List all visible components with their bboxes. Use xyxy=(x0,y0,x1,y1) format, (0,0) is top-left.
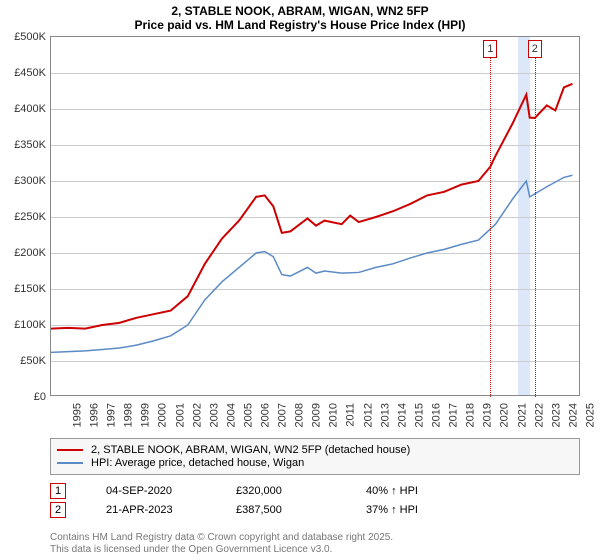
x-axis-label: 2024 xyxy=(567,403,579,427)
data-row-2: 2 21-APR-2023£387,50037% ↑ HPI xyxy=(50,502,580,518)
data-row-1: 1 04-SEP-2020£320,00040% ↑ HPI xyxy=(50,483,580,499)
y-axis-label: £200K xyxy=(1,247,46,259)
x-axis-label: 2007 xyxy=(277,403,289,427)
legend-label: 2, STABLE NOOK, ABRAM, WIGAN, WN2 5FP (d… xyxy=(91,444,410,456)
x-axis-label: 2015 xyxy=(413,403,425,427)
y-axis-label: £50K xyxy=(1,355,46,367)
y-axis-label: £400K xyxy=(1,103,46,115)
x-axis-label: 2016 xyxy=(431,403,443,427)
chart-plot-area: £0£50K£100K£150K£200K£250K£300K£350K£400… xyxy=(50,36,580,396)
data-row-diff: 37% ↑ HPI xyxy=(366,504,496,516)
x-axis-label: 2009 xyxy=(311,403,323,427)
chart-lines xyxy=(51,37,581,397)
data-row-marker: 1 xyxy=(50,483,66,499)
data-row-price: £387,500 xyxy=(236,504,366,516)
data-row-marker: 2 xyxy=(50,502,66,518)
footer-line2: This data is licensed under the Open Gov… xyxy=(50,544,393,556)
x-axis-label: 1997 xyxy=(106,403,118,427)
x-axis-label: 2020 xyxy=(499,403,511,427)
x-axis-label: 2006 xyxy=(260,403,272,427)
data-row-date: 04-SEP-2020 xyxy=(106,485,236,497)
marker-line-1 xyxy=(490,58,491,397)
x-axis-label: 2017 xyxy=(448,403,460,427)
data-row-price: £320,000 xyxy=(236,485,366,497)
y-axis-label: £100K xyxy=(1,319,46,331)
x-axis-label: 2025 xyxy=(584,403,596,427)
x-axis-label: 2011 xyxy=(344,403,356,427)
chart-title-line2: Price paid vs. HM Land Registry's House … xyxy=(0,18,600,32)
y-axis-label: £250K xyxy=(1,211,46,223)
x-axis-label: 2010 xyxy=(328,403,340,427)
data-row-date: 21-APR-2023 xyxy=(106,504,236,516)
y-axis-label: £500K xyxy=(1,31,46,43)
footer-text: Contains HM Land Registry data © Crown c… xyxy=(50,532,393,556)
footer-line1: Contains HM Land Registry data © Crown c… xyxy=(50,532,393,544)
x-axis-label: 1999 xyxy=(140,403,152,427)
x-axis-label: 2021 xyxy=(516,403,528,427)
x-axis-label: 2004 xyxy=(225,403,237,427)
x-axis-label: 2014 xyxy=(396,403,408,427)
x-axis-label: 2002 xyxy=(191,403,203,427)
x-axis-label: 2023 xyxy=(550,403,562,427)
chart-legend: 2, STABLE NOOK, ABRAM, WIGAN, WN2 5FP (d… xyxy=(50,438,580,475)
marker-line-2 xyxy=(535,58,536,397)
x-axis-label: 2022 xyxy=(533,403,545,427)
legend-swatch xyxy=(57,449,83,451)
x-axis-label: 2003 xyxy=(208,403,220,427)
data-row-diff: 40% ↑ HPI xyxy=(366,485,496,497)
x-axis-label: 1995 xyxy=(71,403,83,427)
x-axis-label: 2008 xyxy=(294,403,306,427)
x-axis-label: 2018 xyxy=(465,403,477,427)
legend-row: HPI: Average price, detached house, Wiga… xyxy=(57,457,573,469)
y-axis-label: £350K xyxy=(1,139,46,151)
y-axis-label: £300K xyxy=(1,175,46,187)
series-hpi xyxy=(51,175,572,352)
marker-box-1: 1 xyxy=(483,40,497,58)
x-axis-label: 2005 xyxy=(242,403,254,427)
x-axis-label: 2013 xyxy=(379,403,391,427)
chart-title-line1: 2, STABLE NOOK, ABRAM, WIGAN, WN2 5FP xyxy=(0,0,600,18)
x-axis-label: 2001 xyxy=(174,403,186,427)
x-axis-label: 2000 xyxy=(157,403,169,427)
legend-row: 2, STABLE NOOK, ABRAM, WIGAN, WN2 5FP (d… xyxy=(57,444,573,456)
y-axis-label: £0 xyxy=(1,391,46,403)
legend-label: HPI: Average price, detached house, Wiga… xyxy=(91,457,304,469)
marker-data-rows: 1 04-SEP-2020£320,00040% ↑ HPI 2 21-APR-202… xyxy=(50,480,580,521)
x-axis-label: 1998 xyxy=(123,403,135,427)
y-axis-label: £150K xyxy=(1,283,46,295)
legend-swatch xyxy=(57,462,83,464)
y-axis-label: £450K xyxy=(1,67,46,79)
x-axis-label: 2019 xyxy=(482,403,494,427)
x-axis-label: 2012 xyxy=(362,403,374,427)
marker-box-2: 2 xyxy=(528,40,542,58)
x-axis-label: 1996 xyxy=(89,403,101,427)
series-price_paid xyxy=(51,84,572,329)
